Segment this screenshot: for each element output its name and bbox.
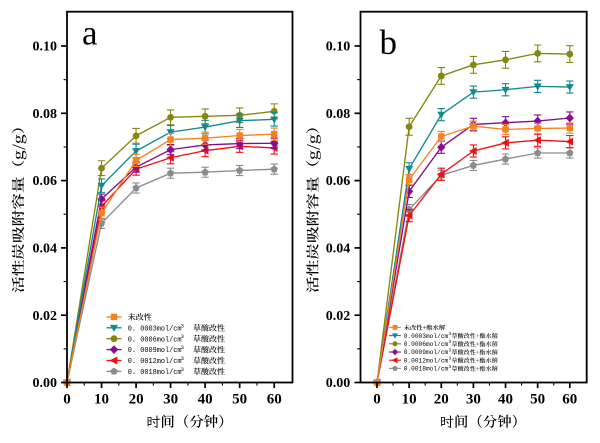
svg-text:0.02: 0.02	[326, 309, 351, 324]
svg-text:3: 3	[449, 339, 452, 345]
svg-text:60: 60	[267, 391, 282, 407]
svg-text:20: 20	[434, 391, 449, 407]
svg-text:0.00: 0.00	[33, 376, 58, 391]
svg-text:50: 50	[232, 391, 247, 407]
svg-text:3: 3	[449, 331, 452, 337]
svg-text:0.10: 0.10	[33, 40, 58, 55]
svg-text:0.04: 0.04	[326, 242, 351, 257]
svg-text:20: 20	[129, 391, 144, 407]
svg-text:0.00: 0.00	[326, 376, 351, 391]
svg-text:0.06: 0.06	[326, 174, 351, 189]
svg-text:3: 3	[181, 334, 184, 340]
svg-text:3: 3	[181, 367, 184, 373]
svg-text:60: 60	[562, 391, 577, 407]
svg-text:50: 50	[530, 391, 545, 407]
svg-text:0.02: 0.02	[33, 309, 58, 324]
svg-text:0: 0	[373, 391, 381, 407]
svg-text:0.06: 0.06	[33, 174, 58, 189]
svg-text:0.0006mol/cm: 0.0006mol/cm	[404, 341, 449, 348]
svg-text:3: 3	[181, 345, 184, 351]
svg-text:30: 30	[163, 391, 178, 407]
svg-text:3: 3	[181, 356, 184, 362]
svg-text:0. 0003mol/cm: 0. 0003mol/cm	[128, 325, 182, 333]
svg-text:10: 10	[94, 391, 109, 407]
svg-text:b: b	[380, 23, 398, 62]
svg-text:0.10: 0.10	[326, 40, 351, 55]
svg-text:0. 0018mol/cm: 0. 0018mol/cm	[128, 369, 182, 377]
svg-text:40: 40	[498, 391, 513, 407]
svg-text:0. 0012mol/cm: 0. 0012mol/cm	[128, 358, 182, 366]
svg-text:0.04: 0.04	[33, 242, 58, 257]
svg-text:0.08: 0.08	[33, 107, 58, 122]
svg-text:3: 3	[449, 347, 452, 353]
svg-text:a: a	[82, 14, 98, 53]
svg-text:40: 40	[198, 391, 213, 407]
svg-text:0: 0	[63, 391, 71, 407]
svg-text:0.0003mol/cm: 0.0003mol/cm	[404, 333, 449, 340]
svg-text:0.0018mol/cm: 0.0018mol/cm	[404, 366, 449, 373]
svg-text:0.0012mol/cm: 0.0012mol/cm	[404, 357, 449, 364]
svg-text:0.0009mol/cm: 0.0009mol/cm	[404, 349, 449, 356]
svg-text:10: 10	[402, 391, 417, 407]
svg-text:0. 0009mol/cm: 0. 0009mol/cm	[128, 347, 182, 355]
svg-text:3: 3	[449, 364, 452, 370]
svg-text:3: 3	[181, 323, 184, 329]
svg-text:3: 3	[449, 356, 452, 362]
svg-text:0.08: 0.08	[326, 107, 351, 122]
svg-text:0. 0006mol/cm: 0. 0006mol/cm	[128, 336, 182, 344]
svg-text:30: 30	[466, 391, 481, 407]
